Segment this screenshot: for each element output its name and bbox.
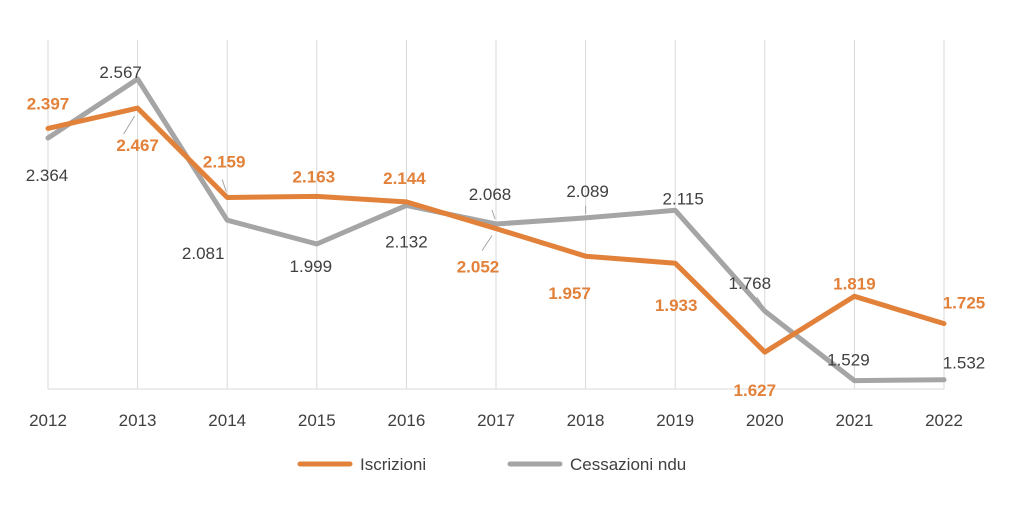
data-label-cessazioni-ndu-2021: 1.529 bbox=[827, 351, 870, 370]
data-label-cessazioni-ndu-2013: 2.567 bbox=[99, 63, 142, 82]
x-tick-label-2012: 2012 bbox=[29, 411, 67, 430]
data-label-iscrizioni-2020: 1.627 bbox=[734, 381, 777, 400]
vertical-gridlines bbox=[47, 40, 945, 389]
x-tick-label-2017: 2017 bbox=[477, 411, 515, 430]
data-label-cessazioni-ndu-2016: 2.132 bbox=[385, 232, 428, 251]
series-lines bbox=[45, 76, 947, 384]
data-label-iscrizioni-2019: 1.933 bbox=[655, 296, 698, 315]
leader-line-cessazioni-ndu-2017 bbox=[491, 209, 496, 220]
series-line-iscrizioni bbox=[45, 105, 947, 355]
leader-line-iscrizioni-2014 bbox=[221, 179, 227, 192]
label-leader-lines bbox=[123, 115, 764, 307]
legend-label-cessazioni-ndu: Cessazioni ndu bbox=[570, 455, 686, 474]
data-label-cessazioni-ndu-2020: 1.768 bbox=[729, 274, 772, 293]
leader-line-iscrizioni-2017 bbox=[481, 235, 493, 251]
legend: Iscrizioni Cessazioni ndu bbox=[297, 455, 686, 474]
x-tick-label-2021: 2021 bbox=[835, 411, 873, 430]
x-tick-label-2013: 2013 bbox=[119, 411, 157, 430]
data-label-iscrizioni-2022: 1.725 bbox=[943, 294, 986, 313]
data-label-iscrizioni-2013: 2.467 bbox=[116, 136, 159, 155]
leader-line-iscrizioni-2013 bbox=[123, 115, 136, 135]
data-label-cessazioni-ndu-2022: 1.532 bbox=[943, 354, 986, 373]
data-label-iscrizioni-2016: 2.144 bbox=[383, 169, 426, 188]
x-tick-label-2022: 2022 bbox=[925, 411, 963, 430]
x-tick-label-2016: 2016 bbox=[387, 411, 425, 430]
data-label-iscrizioni-2021: 1.819 bbox=[833, 274, 876, 293]
x-tick-label-2014: 2014 bbox=[208, 411, 246, 430]
legend-label-iscrizioni: Iscrizioni bbox=[360, 455, 426, 474]
data-label-cessazioni-ndu-2015: 1.999 bbox=[290, 257, 333, 276]
x-axis: 2012 2013 2014 2015 2016 2017 2018 2019 2020 2021… bbox=[29, 388, 963, 430]
data-label-cessazioni-ndu-2018: 2.089 bbox=[566, 182, 609, 201]
data-label-iscrizioni-2012: 2.397 bbox=[27, 94, 70, 113]
x-tick-label-2019: 2019 bbox=[656, 411, 694, 430]
data-label-cessazioni-ndu-2017: 2.068 bbox=[469, 185, 512, 204]
data-label-iscrizioni-2017: 2.052 bbox=[457, 258, 500, 277]
x-tick-label-2015: 2015 bbox=[298, 411, 336, 430]
data-label-cessazioni-ndu-2019: 2.115 bbox=[663, 189, 704, 208]
x-tick-label-2018: 2018 bbox=[567, 411, 605, 430]
data-label-iscrizioni-2014: 2.159 bbox=[203, 153, 246, 172]
data-label-cessazioni-ndu-2012: 2.364 bbox=[26, 166, 69, 185]
x-tick-label-2020: 2020 bbox=[746, 411, 784, 430]
data-label-cessazioni-ndu-2014: 2.081 bbox=[182, 244, 225, 263]
data-labels: 2.397 2.467 2.159 2.163 2.144 2.052 1.957 1.933… bbox=[26, 63, 986, 400]
data-label-iscrizioni-2018: 1.957 bbox=[548, 284, 591, 303]
data-label-iscrizioni-2015: 2.163 bbox=[293, 167, 336, 186]
